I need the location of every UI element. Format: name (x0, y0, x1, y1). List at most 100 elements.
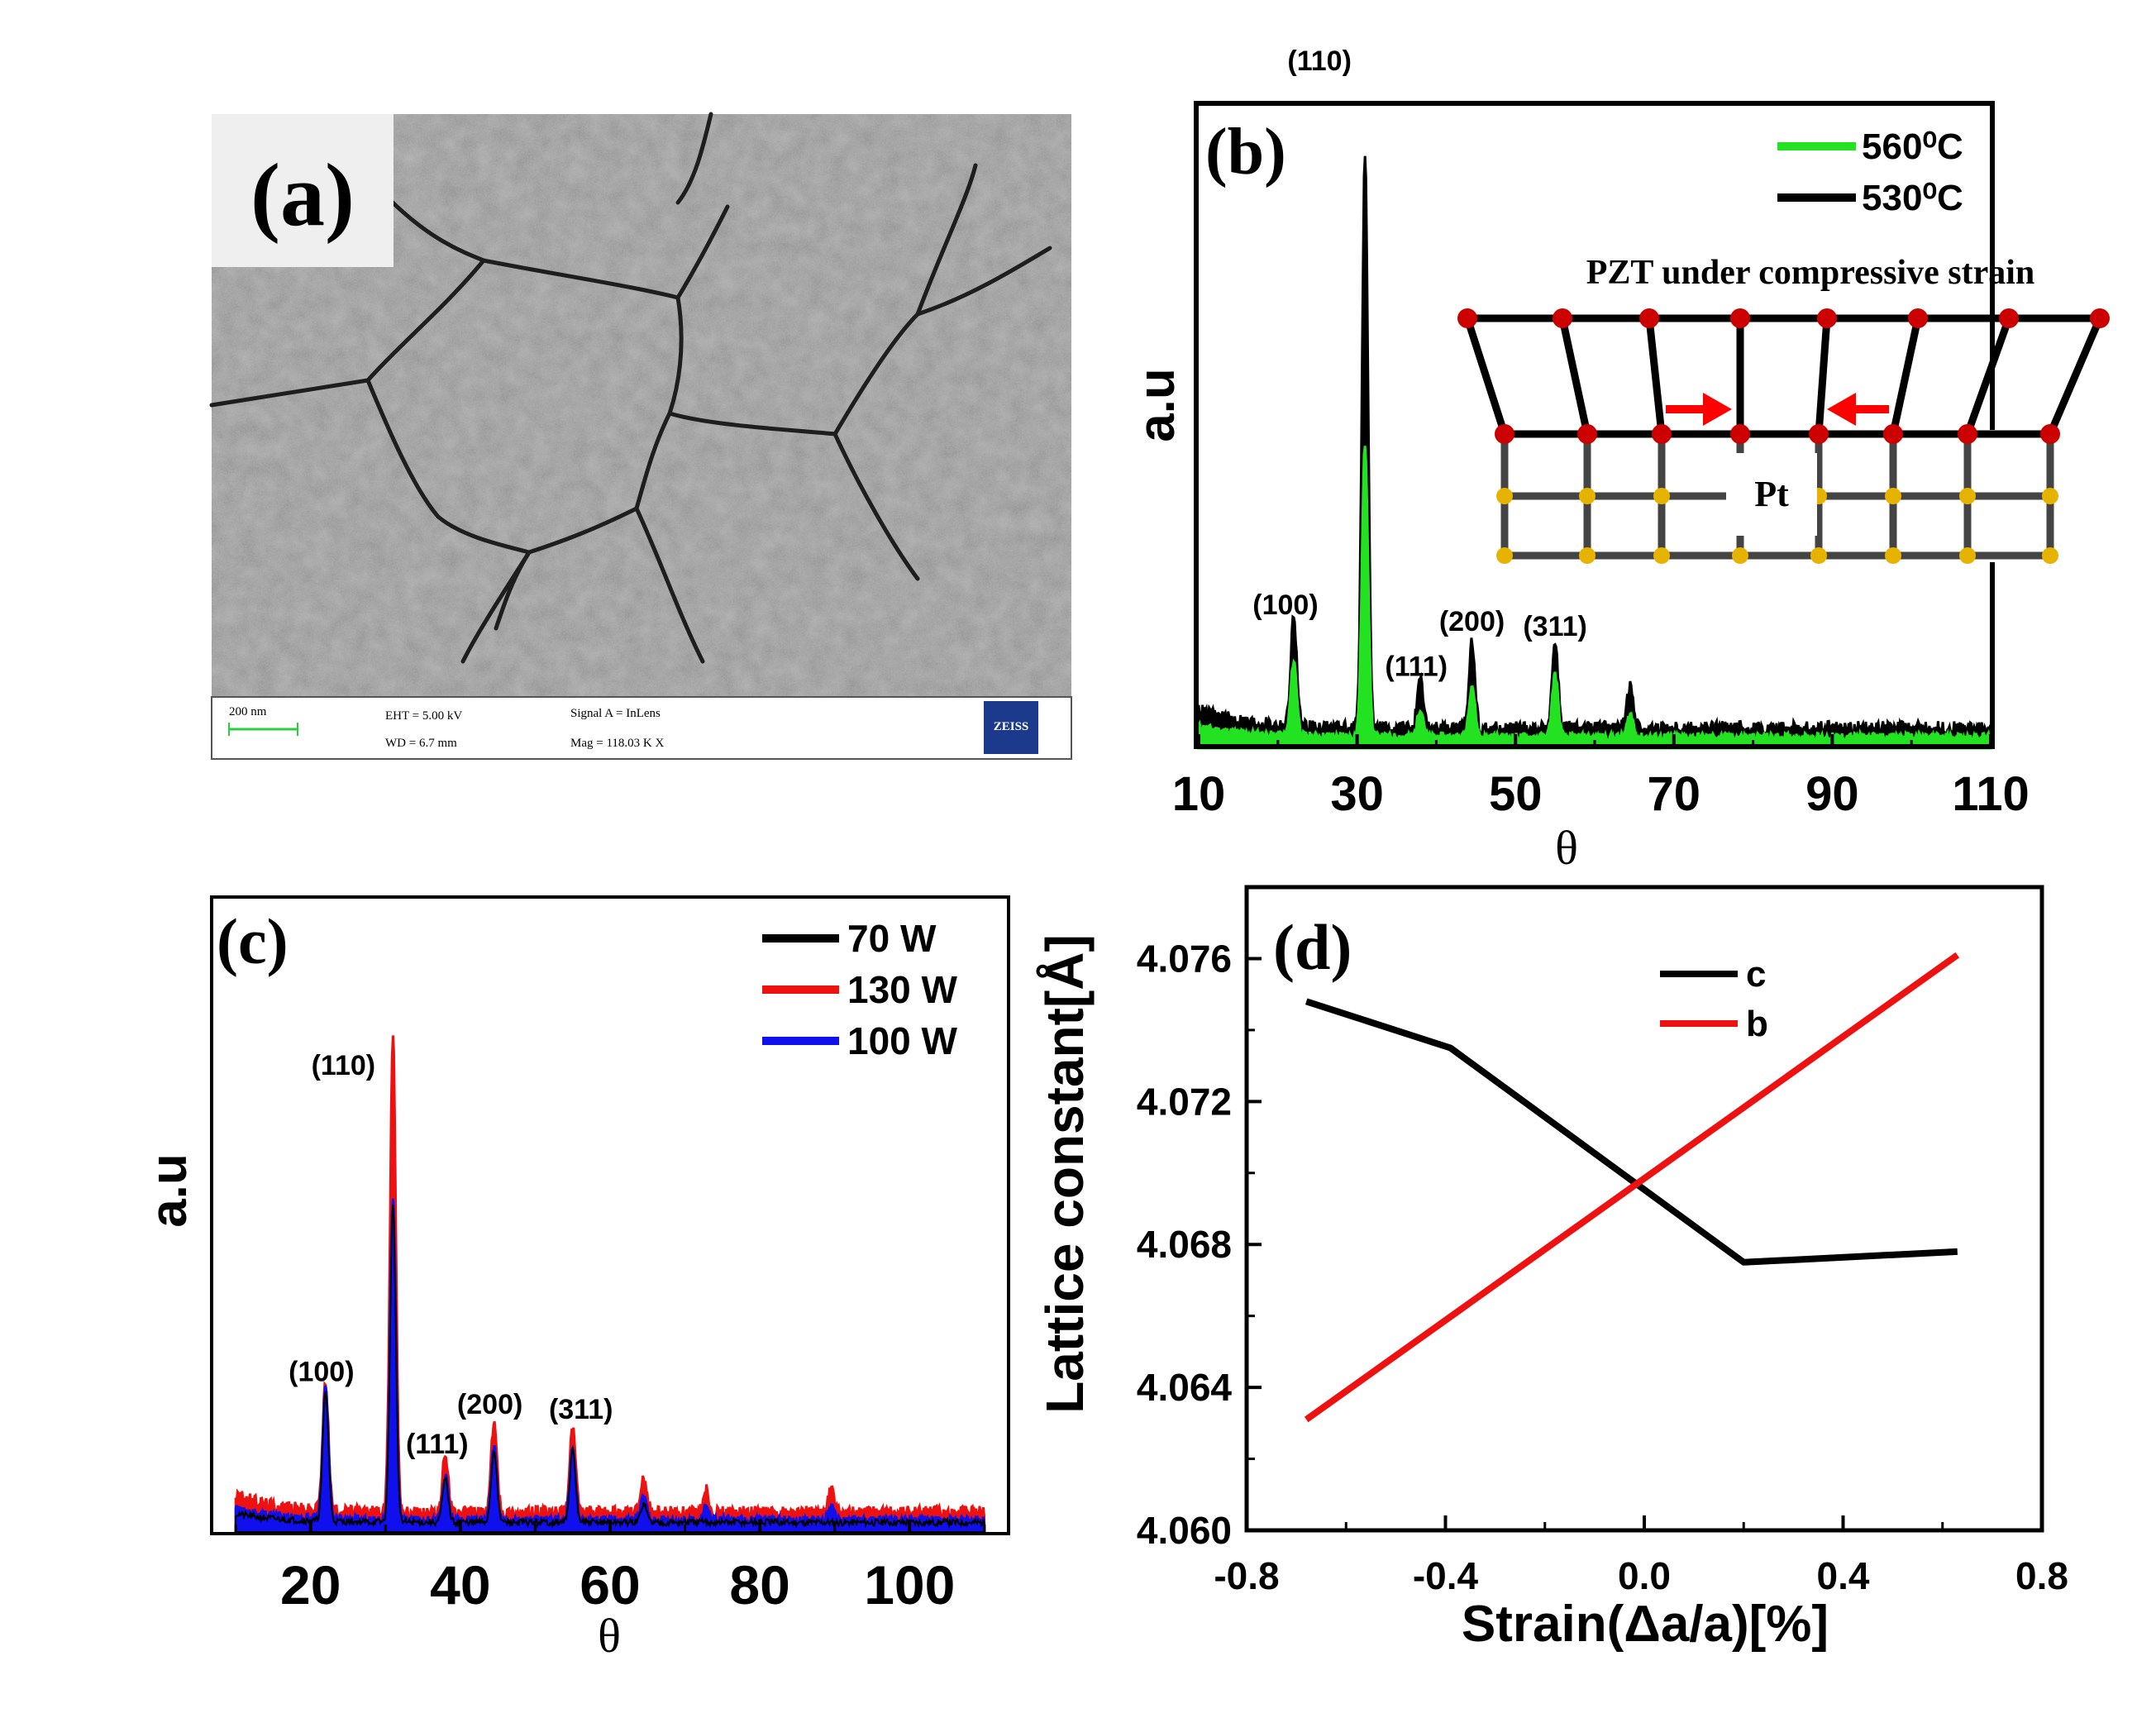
y-tick-label-4.064: 4.064 (1137, 1366, 1233, 1409)
x-tick-label-30: 30 (1330, 767, 1384, 821)
pt-atom (1579, 488, 1596, 504)
pt-atom (1579, 547, 1596, 564)
panel-b-label: (b) (1205, 116, 1286, 189)
panel-c-plot (234, 1035, 986, 1534)
y-tick-label-4.076: 4.076 (1137, 937, 1232, 980)
x-tick-label-50: 50 (1489, 767, 1543, 821)
panel-a-label: (a) (250, 146, 355, 245)
x-tick-label-40: 40 (430, 1554, 490, 1615)
pt-atom (1885, 547, 1901, 564)
pt-atom (1496, 547, 1513, 564)
series-130-w-area (234, 1035, 986, 1534)
panel-d-legend: cb (1660, 954, 1768, 1044)
pt-atom (1653, 488, 1670, 504)
panel-b-plot (1197, 155, 1992, 750)
peak-label: (100) (1252, 589, 1318, 621)
pzt-atom (2090, 308, 2110, 328)
pzt-atom (1577, 424, 1597, 444)
sem-info-bar-background (211, 696, 1072, 760)
panel-b: (b) 10 30 50 70 90 110 θ a.u (110)(100)(111)(… (1128, 45, 2110, 875)
y-tick-label-4.072: 4.072 (1137, 1080, 1232, 1123)
pt-atom (1959, 547, 1976, 564)
pzt-atom (1457, 308, 1477, 328)
x-tick-label--0.4: -0.4 (1413, 1554, 1479, 1597)
pzt-atom (1817, 308, 1837, 328)
pzt-bond-vertical (1558, 317, 1591, 435)
inset-title: PZT under compressive strain (1586, 254, 2035, 292)
pt-atom (2042, 547, 2058, 564)
series-560c-area (1197, 446, 1992, 750)
zeiss-logo-background (984, 701, 1038, 754)
legend-label-1: 130 W (847, 968, 958, 1011)
pt-atom (1496, 488, 1513, 504)
sem-grain-boundaries (209, 112, 1052, 664)
zeiss-logo: ZEISS (994, 720, 1029, 733)
x-tick-label-80: 80 (729, 1554, 789, 1615)
pt-atom (1885, 488, 1901, 504)
panel-c-frame (210, 895, 1010, 1535)
compression-arrow-left-icon (1827, 393, 1889, 426)
x-tick-label--0.8: -0.8 (1214, 1554, 1279, 1597)
sem-info-bar: 200 nm EHT = 5.00 kV WD = 6.7 mm Signal … (211, 696, 1072, 760)
wd-value: WD = 6.7 mm (385, 737, 457, 750)
pt-atom (1810, 547, 1827, 564)
compression-arrow-right-icon (1666, 393, 1732, 426)
pzt-bond-vertical (1815, 317, 1831, 435)
signal-value: Signal A = InLens (570, 707, 661, 720)
y-tick-label-4.068: 4.068 (1137, 1223, 1232, 1266)
x-tick-label-0.0: 0.0 (1618, 1554, 1671, 1597)
pzt-atom (1730, 308, 1750, 328)
x-tick-label-110: 110 (1952, 767, 2030, 821)
series-530c-area (1197, 155, 1992, 750)
peak-label: (311) (549, 1394, 613, 1425)
panel-b-xticks: 10 30 50 70 90 110 (1172, 734, 2030, 821)
panel-c: (c) 20 40 60 80 100 θ a.u (110) (100) (111) (20… (141, 895, 1010, 1663)
pzt-atom (1999, 308, 2019, 328)
panel-d-xticks: -0.8 -0.4 0.0 0.4 0.8 (1214, 1515, 2068, 1597)
panel-c-ylabel: a.u (141, 1153, 198, 1228)
panel-d-xlabel: Strain(Δa/a)[%] (1462, 1596, 1829, 1653)
peak-label: (111) (406, 1429, 469, 1460)
panel-a: (a) 200 nm EHT = 5.00 kV WD = 6.7 mm Sig… (209, 112, 1072, 760)
pzt-atom (1639, 308, 1659, 328)
peak-label: (200) (1439, 606, 1505, 637)
pt-atom (1959, 488, 1976, 504)
x-tick-label-20: 20 (280, 1554, 341, 1615)
pzt-bond-vertical (1963, 317, 2013, 436)
pt-label: Pt (1754, 474, 1789, 514)
pzt-bond-vertical (1463, 317, 1509, 436)
panel-b-ylabel: a.u (1128, 368, 1185, 442)
pt-label-background (1726, 453, 1817, 536)
panel-b-legend: 560⁰C 530⁰C (1777, 126, 1963, 218)
panel-c-annotations: (110) (100) (111) (200) (311) (289, 1050, 613, 1460)
pzt-atom (1809, 424, 1829, 444)
pzt-atom (1730, 424, 1750, 444)
legend-label-1: b (1746, 1004, 1768, 1044)
pzt-atom (1652, 424, 1672, 444)
panel-c-xticks: 20 40 60 80 100 (234, 1520, 986, 1615)
pzt-atom (1553, 308, 1572, 328)
pzt-atom (2040, 424, 2060, 444)
pzt-atom (1908, 308, 1928, 328)
mag-value: Mag = 118.03 K X (570, 737, 664, 750)
pzt-atom (1958, 424, 1977, 444)
peak-label: (110) (1287, 45, 1352, 77)
x-tick-label-0.4: 0.4 (1817, 1554, 1870, 1597)
panel-d-label: (d) (1273, 911, 1352, 983)
legend-label-0: 70 W (847, 917, 937, 960)
x-tick-label-100: 100 (864, 1554, 955, 1615)
peak-label: (100) (289, 1357, 354, 1388)
eht-value: EHT = 5.00 kV (385, 709, 462, 723)
pt-atom (1732, 547, 1748, 564)
legend-label-1: 530⁰C (1862, 178, 1963, 218)
panel-a-label-box (212, 114, 394, 267)
peak-label: (200) (457, 1389, 522, 1420)
panel-b-xlabel: θ (1555, 821, 1578, 875)
pzt-bond-vertical (2046, 317, 2104, 436)
panel-c-label: (c) (217, 905, 289, 977)
series-b-line (1304, 952, 1960, 1423)
panel-d: (d) -0.8 -0.4 0.0 0.4 0.8 4.0604.0644.0684.0… (1035, 885, 2068, 1653)
panel-b-annotations: (110) (100) (111) (200) (311) (1252, 45, 1587, 682)
series-100-w-area (234, 1198, 986, 1534)
pzt-atom (1495, 424, 1514, 444)
